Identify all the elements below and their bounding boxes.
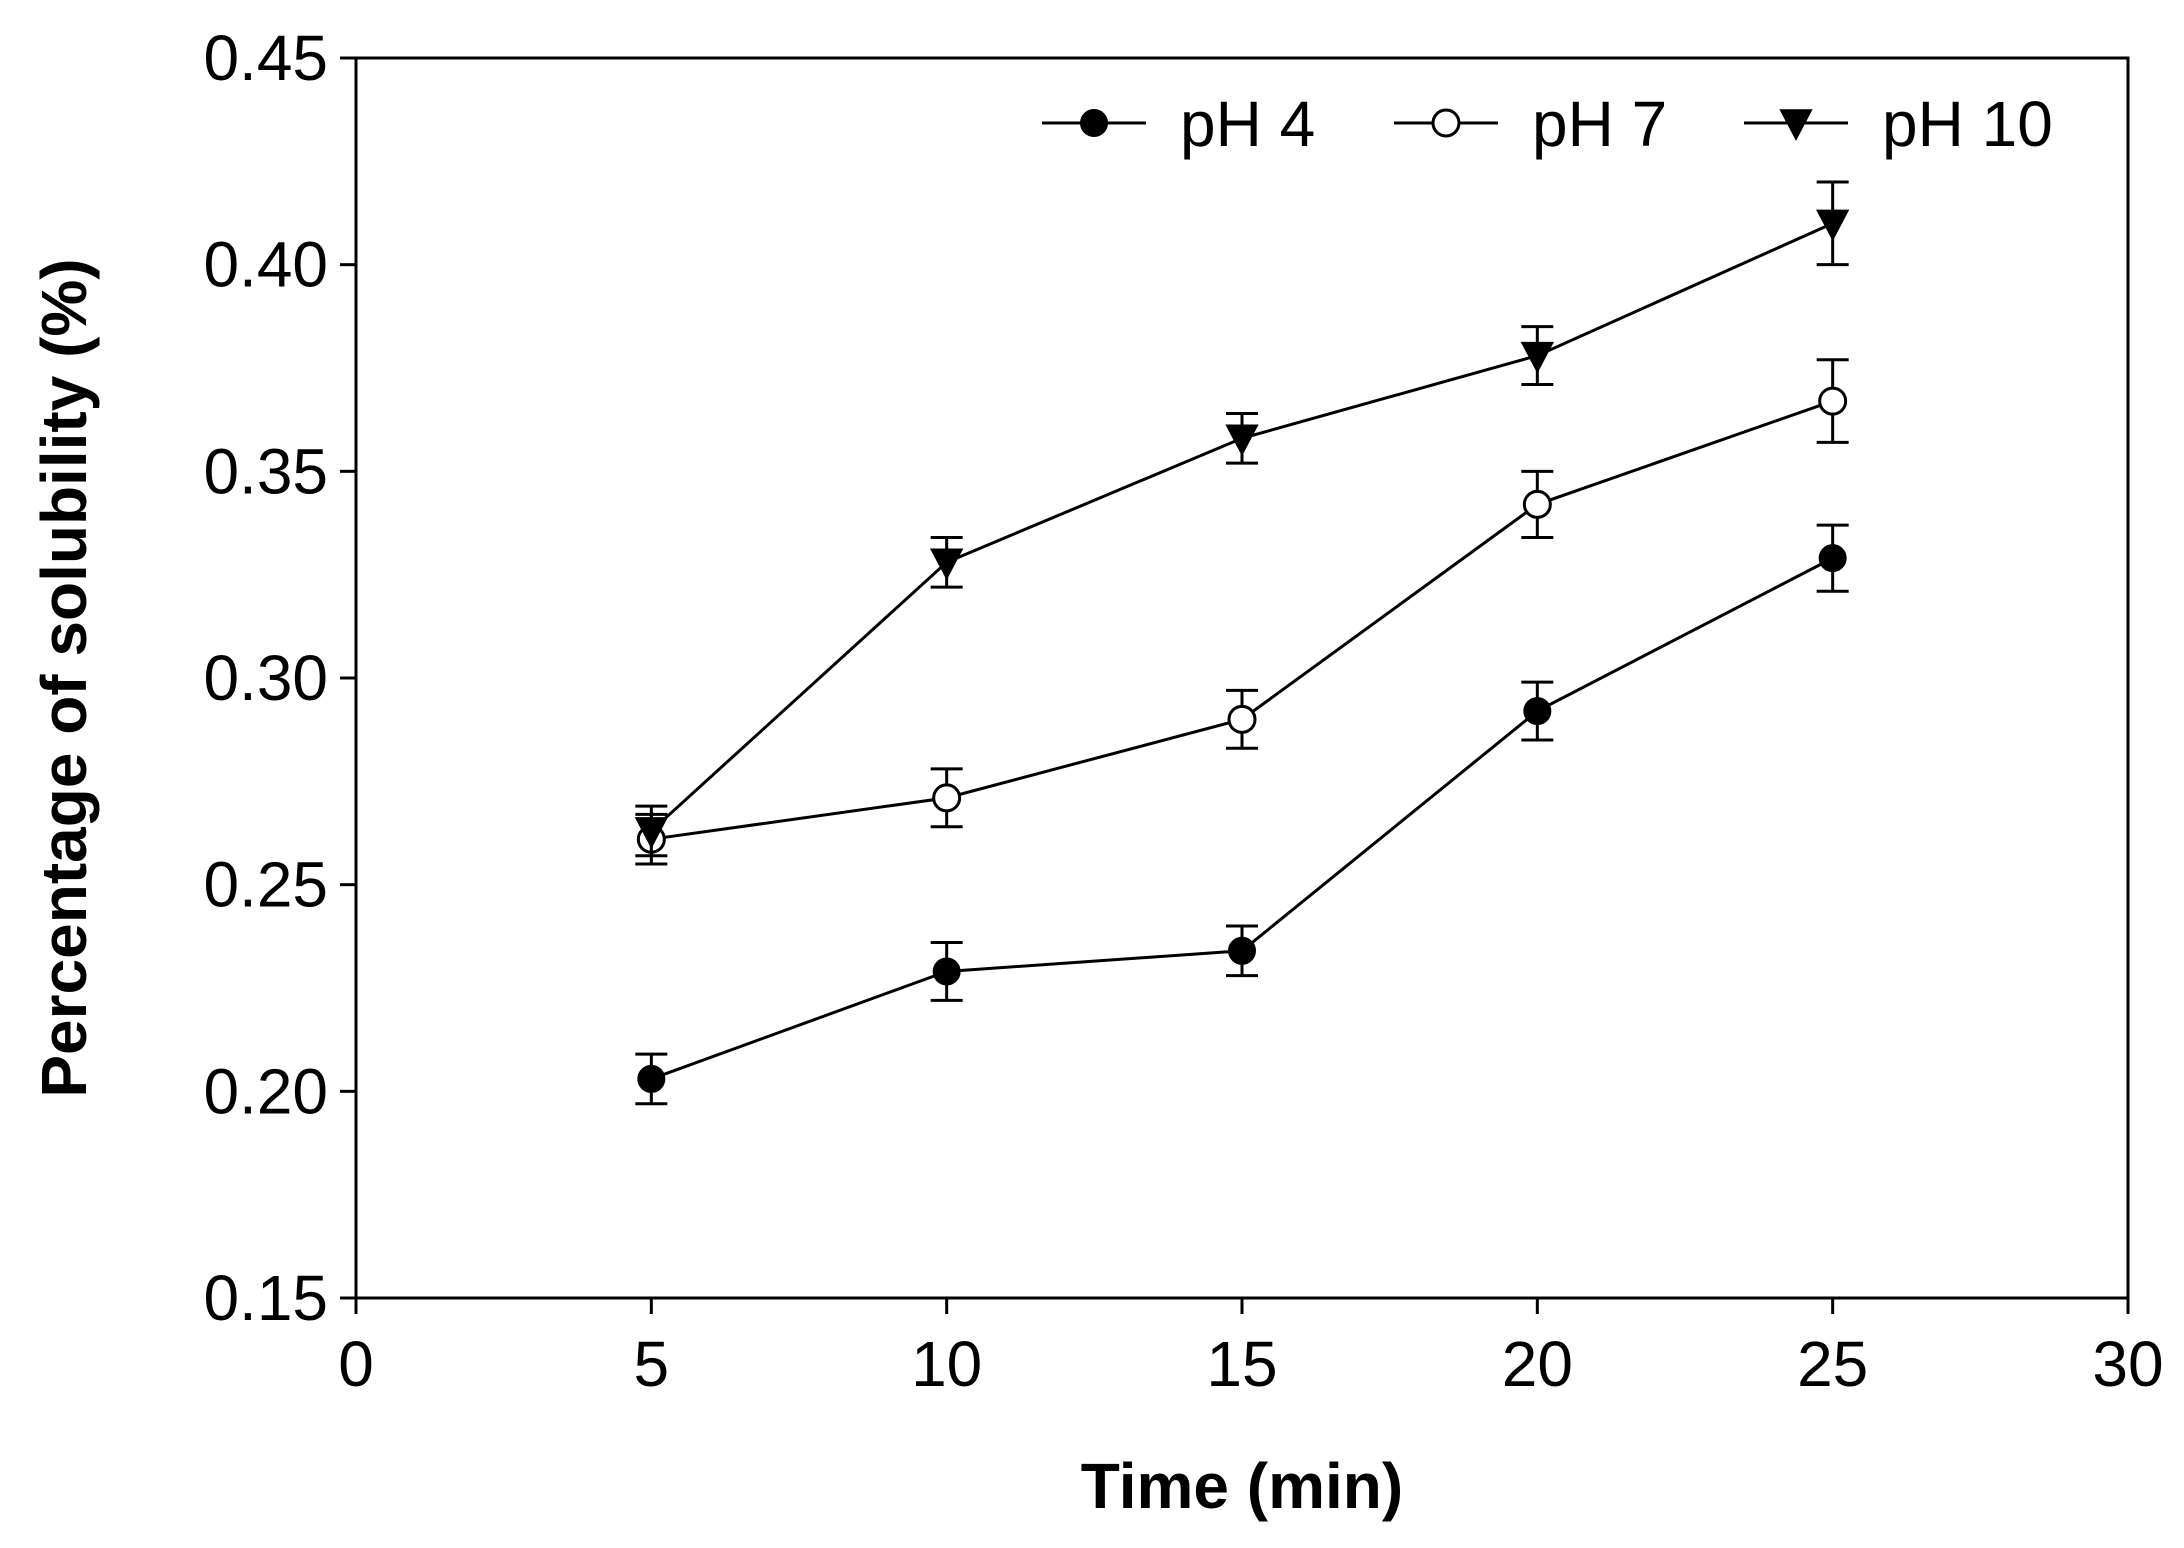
y-tick-label: 0.45 bbox=[203, 22, 328, 94]
legend: pH 4 pH 7 pH 10 bbox=[1042, 88, 2053, 160]
data-point bbox=[1522, 489, 1552, 519]
legend-label: pH 7 bbox=[1532, 88, 1667, 160]
data-point bbox=[1520, 341, 1554, 374]
data-point bbox=[634, 817, 668, 849]
y-tick-label: 0.40 bbox=[203, 229, 328, 301]
data-point bbox=[1818, 386, 1848, 416]
legend-marker bbox=[1080, 109, 1108, 137]
legend-label: pH 4 bbox=[1180, 88, 1315, 160]
x-tick-label: 5 bbox=[634, 1328, 670, 1400]
series-line bbox=[651, 399, 1834, 841]
x-tick-label: 20 bbox=[1502, 1328, 1573, 1400]
series-layer bbox=[634, 180, 1850, 1106]
x-axis-title: Time (min) bbox=[1081, 1450, 1403, 1522]
legend-marker bbox=[1431, 108, 1461, 138]
data-point bbox=[637, 1064, 666, 1093]
y-tick-label: 0.15 bbox=[203, 1262, 328, 1334]
x-tick-label: 30 bbox=[2092, 1328, 2163, 1400]
x-tick-label: 10 bbox=[911, 1328, 982, 1400]
data-point bbox=[932, 957, 961, 986]
y-tick-label: 0.30 bbox=[203, 642, 328, 714]
y-axis-title: Percentage of solubility (%) bbox=[28, 258, 100, 1097]
y-axis: 0.15 0.20 0.25 0.30 0.35 0.40 0.45 bbox=[203, 22, 356, 1334]
data-point bbox=[932, 783, 962, 813]
data-point bbox=[1818, 544, 1847, 573]
data-point bbox=[1225, 424, 1259, 457]
y-tick-label: 0.35 bbox=[203, 435, 328, 507]
y-tick-label: 0.25 bbox=[203, 849, 328, 921]
x-tick-label: 0 bbox=[338, 1328, 374, 1400]
plot-frame bbox=[354, 56, 2130, 1300]
data-point bbox=[1523, 697, 1552, 726]
data-point bbox=[1816, 209, 1850, 242]
legend-label: pH 10 bbox=[1882, 88, 2053, 160]
series-line bbox=[650, 556, 1834, 1081]
x-tick-label: 15 bbox=[1206, 1328, 1277, 1400]
data-point bbox=[930, 548, 964, 581]
data-point bbox=[1227, 704, 1257, 734]
x-tick-label: 25 bbox=[1797, 1328, 1868, 1400]
x-axis: 0 5 10 15 20 25 30 bbox=[338, 1298, 2164, 1400]
data-point bbox=[1228, 936, 1256, 965]
legend-marker bbox=[1779, 109, 1813, 141]
y-tick-label: 0.20 bbox=[203, 1055, 328, 1127]
